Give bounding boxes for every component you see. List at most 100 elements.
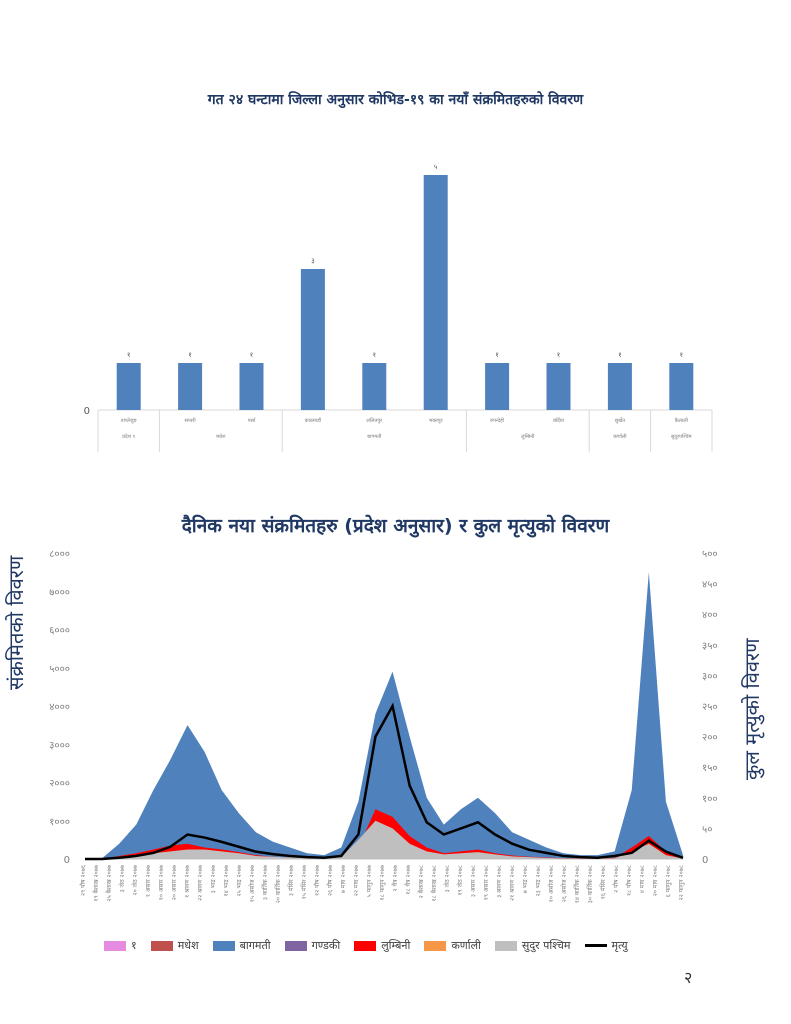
x-tick-label: १ श्रावण २०७७ <box>184 865 191 898</box>
x-tick-label: १८ बैशाख २०७८ <box>430 865 438 902</box>
x-tick-label: ७ भाद्र २०७८ <box>522 865 529 893</box>
x-tick-label: १४ कार्तिक २०७८ <box>573 865 581 903</box>
group-label: मधेश <box>216 433 226 440</box>
x-tick-label: २२ फागुन २०७८ <box>678 865 685 900</box>
bar-data-label: १ <box>679 351 683 359</box>
bar <box>178 363 203 410</box>
x-tick-label: १९ असार २०७८ <box>483 865 490 900</box>
y2-tick-label: २५० <box>702 702 718 713</box>
legend-label: सुदुर पश्चिम <box>521 939 571 952</box>
bar <box>239 363 264 410</box>
x-tick-label: १४ भाद्र २०७७ <box>223 865 230 897</box>
x-tick-label: ३ कार्तिक २०७७ <box>261 865 269 900</box>
x-tick-label: ३० कार्तिक २०७८ <box>586 865 594 903</box>
legend-item: मधेश <box>150 938 199 953</box>
x-tick-label: १ असार २०७७ <box>145 865 152 897</box>
bar-chart-title: गत २४ घन्टामा जिल्ला अनुसार कोभिड-१९ का … <box>207 92 584 108</box>
sudurpashchim-area <box>85 820 683 859</box>
y2-tick-label: 0 <box>702 855 708 866</box>
x-tick-label: ३ जेठ २०७७ <box>118 865 126 892</box>
y-tick-label: ८००० <box>49 549 70 560</box>
x-tick-label: २ बैशाख २०७८ <box>417 865 425 898</box>
bar-category-label: कैलाली <box>674 417 688 424</box>
bar-category-label: भक्तपुर <box>429 418 444 424</box>
x-tick-label: ३ भाद्र २०७७ <box>210 865 217 893</box>
y-tick-label: ३००० <box>49 740 70 751</box>
area-chart-title: दैनिक नया संक्रमितहरु (प्रदेश अनुसार) र … <box>181 515 610 537</box>
legend-item: लुम्बिनी <box>354 938 410 953</box>
x-tick-label: १६ मंसिर २०७८ <box>599 865 607 899</box>
bar-data-label: १ <box>250 351 254 359</box>
y2-tick-label: ५० <box>702 824 712 835</box>
bar <box>607 363 632 410</box>
x-tick-label: २० जेठ २०७७ <box>131 865 139 895</box>
group-label: कर्णाली <box>613 433 627 440</box>
y-tick-label: १००० <box>49 817 70 828</box>
x-tick-label: १९ बैशाख २०७७ <box>92 865 100 902</box>
x-tick-label: १५ असोज २०७७ <box>248 865 256 902</box>
x-tick-label: २० कार्तिक २०७७ <box>274 865 282 903</box>
x-tick-label: ७ माघ २०७७ <box>340 865 347 893</box>
legend-label: गण्डकी <box>311 939 341 952</box>
bar <box>485 363 510 410</box>
legend-item: मृत्यु <box>584 938 628 953</box>
x-tick-label: २९ पौष २०७६ <box>79 865 87 896</box>
bar-data-label: १ <box>188 351 192 359</box>
legend-label: कर्णाली <box>451 939 481 952</box>
bar <box>423 175 448 410</box>
legend-item: बागमती <box>212 938 271 953</box>
legend-item: सुदुर पश्चिम <box>494 938 571 953</box>
y-tick-label: २००० <box>49 779 70 790</box>
x-tick-label: १९ जेठ २०७८ <box>456 865 464 895</box>
bar-data-label: १ <box>618 351 622 359</box>
legend-item: कर्णाली <box>424 938 481 953</box>
legend-label: बागमती <box>239 939 271 952</box>
x-tick-label: १० असोज २०७८ <box>547 865 555 902</box>
bar-data-label: १ <box>495 351 499 359</box>
legend-label: १ <box>131 939 137 952</box>
y2-tick-label: १५० <box>702 763 718 774</box>
y-tick-label: ४००० <box>49 702 70 713</box>
bar-category-label: ताप्लेजुङ <box>121 417 138 424</box>
bar-data-label: ३ <box>311 257 315 265</box>
x-tick-label: ६ फागुन २०७८ <box>665 865 672 897</box>
group-label: सुदूरपश्चिम <box>671 433 693 440</box>
x-tick-label: २५ बैशाख २०७७ <box>105 865 113 902</box>
bar <box>669 363 694 410</box>
bar-category-label: ललितपुर <box>366 417 383 424</box>
y-tick-label: 0 <box>64 855 70 866</box>
legend-swatch <box>150 940 173 951</box>
y-tick-label: ६००० <box>49 626 70 637</box>
bar-data-label: १ <box>557 351 561 359</box>
x-tick-label: २ चैत्र २०७७ <box>391 865 399 892</box>
bar <box>546 363 571 410</box>
y2-tick-label: ४५० <box>702 580 718 591</box>
bar-category-label: सप्तरी <box>185 417 197 424</box>
x-tick-label: २५ भाद्र २०७७ <box>236 865 243 897</box>
bar <box>116 363 141 410</box>
y2-tick-label: १०० <box>702 794 718 805</box>
group-label: लुम्बिनी <box>521 433 535 440</box>
x-tick-label: ५ फागुन २०७७ <box>366 865 373 897</box>
legend-swatch <box>354 940 377 951</box>
legend-swatch <box>104 940 126 951</box>
x-tick-label: २१ श्रावण २०७८ <box>509 865 516 901</box>
legend-label: मृत्यु <box>611 939 628 952</box>
district-bar-chart: 0 १ ताप्लेजुङ १ सप्तरी १ पर्सा ३ काठमाडौं १ ललितपु… <box>84 163 713 452</box>
y2-tick-label: २०० <box>702 733 718 744</box>
x-tick-label: २६ पौष २०७७ <box>326 865 334 896</box>
legend-swatch <box>424 940 447 951</box>
legend-item: १ <box>104 938 137 953</box>
legend-swatch <box>284 940 307 951</box>
x-tick-label: ३ जेठ २०७८ <box>443 865 451 892</box>
bar-data-label: १ <box>127 351 131 359</box>
y-tick-label: ७००० <box>49 587 70 598</box>
x-tick-label: २२ श्रावण २०७७ <box>197 865 204 901</box>
bar-category-label: रुपन्देही <box>490 417 505 424</box>
x-tick-label: १८ चैत्र २०७७ <box>404 865 412 895</box>
group-label: बागमती <box>367 433 382 440</box>
x-tick-label: ३ मंसिर २०७७ <box>287 865 295 896</box>
x-tick-label: १५ मंसिर २०७७ <box>300 865 308 899</box>
x-tick-label: ३ श्रावण २०७८ <box>496 865 503 898</box>
legend-swatch <box>494 940 517 951</box>
